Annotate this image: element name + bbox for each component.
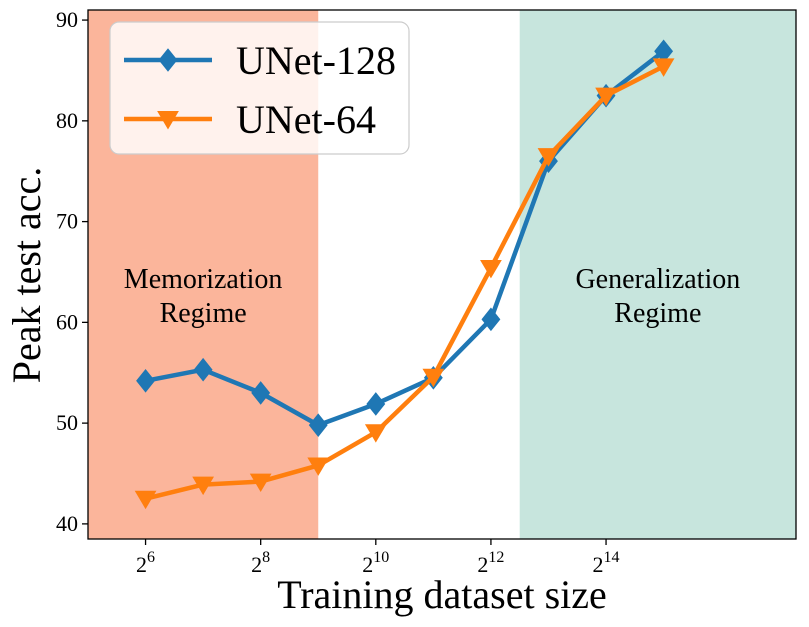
y-tick-label-90: 90 — [56, 7, 78, 32]
point-unet-128-2pow6 — [136, 369, 156, 393]
y-tick-label-50: 50 — [56, 410, 78, 435]
point-unet-64-2pow13 — [537, 148, 560, 167]
y-tick-label-40: 40 — [56, 511, 78, 536]
region-label-generalization-line-1: Generalization — [575, 264, 740, 295]
legend: UNet-128 UNet-64 — [109, 21, 410, 155]
x-axis-label: Training dataset size — [277, 572, 607, 617]
x-tick-label-12: 212 — [477, 549, 504, 577]
x-tick-base: 2 — [251, 552, 262, 577]
legend-label-unet-64: UNet-64 — [236, 97, 376, 142]
series-layer — [134, 39, 675, 510]
point-unet-64-2pow10 — [364, 424, 387, 443]
y-tick-label-80: 80 — [56, 108, 78, 133]
x-tick-power: 14 — [604, 549, 620, 566]
x-tick-base: 2 — [136, 552, 147, 577]
point-unet-64-2pow12 — [480, 259, 502, 279]
y-tick-label-70: 70 — [56, 209, 78, 234]
point-unet-64-2pow15 — [652, 58, 675, 77]
x-tick-base: 2 — [593, 552, 604, 577]
series-line-unet-64 — [143, 64, 666, 501]
point-unet-64-2pow8 — [249, 473, 272, 493]
x-tick-base: 2 — [477, 552, 488, 577]
point-unet-128-2pow9 — [308, 413, 328, 437]
x-tick-label-14: 214 — [593, 549, 620, 577]
x-tick-power: 8 — [262, 549, 270, 566]
x-tick-power: 12 — [488, 549, 504, 566]
point-unet-64-2pow6 — [134, 490, 157, 510]
point-unet-64-2pow9 — [307, 457, 330, 476]
series-unet-64 — [134, 58, 675, 510]
plot-frame — [87, 9, 797, 540]
region-label-memorization-line-2: Regime — [160, 298, 247, 329]
point-unet-128-2pow10 — [366, 392, 386, 416]
point-unet-128-2pow8 — [251, 381, 271, 405]
point-unet-64-2pow14 — [595, 87, 617, 107]
point-unet-64-2pow7 — [192, 476, 214, 496]
legend-marker-unet-64 — [157, 111, 179, 130]
y-axis-label: Peak test acc. — [4, 167, 49, 384]
x-tick-label-6: 26 — [136, 549, 155, 577]
x-tick-power: 6 — [147, 549, 155, 566]
legend-marker-unet-128 — [158, 48, 178, 72]
x-tick-label-10: 210 — [362, 549, 389, 577]
x-tick-label-8: 28 — [251, 549, 270, 577]
point-unet-64-2pow11 — [422, 368, 445, 388]
x-tick-power: 10 — [373, 549, 389, 566]
region-label-generalization-line-2: Regime — [614, 298, 701, 329]
x-tick-base: 2 — [362, 552, 373, 577]
point-unet-128-2pow7 — [193, 357, 213, 382]
region-generalization — [519, 10, 796, 539]
region-label-memorization-line-1: Memorization — [124, 264, 283, 295]
legend-label-unet-128: UNet-128 — [236, 38, 396, 83]
y-tick-label-60: 60 — [56, 309, 78, 334]
point-unet-128-2pow12 — [481, 307, 501, 332]
